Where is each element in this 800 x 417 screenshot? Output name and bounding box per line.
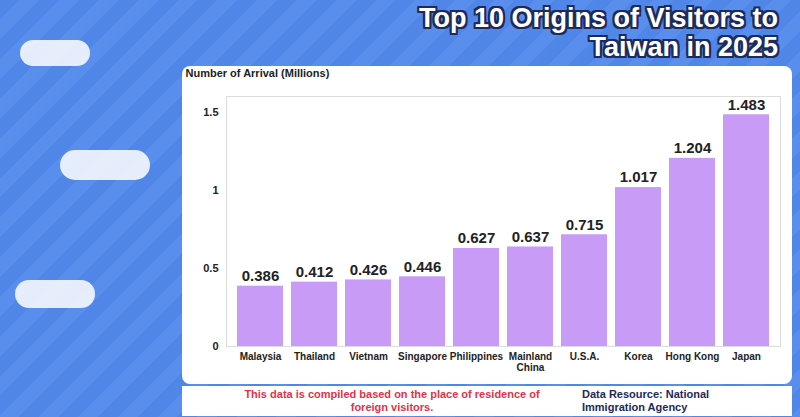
svg-text:Malaysia: Malaysia [240, 351, 282, 362]
svg-text:0.5: 0.5 [203, 262, 218, 274]
svg-text:1.017: 1.017 [620, 168, 658, 185]
svg-text:MainlandChina: MainlandChina [509, 351, 552, 373]
svg-text:0.446: 0.446 [404, 258, 442, 275]
svg-text:0.426: 0.426 [350, 261, 388, 278]
html-text:This data is compiled based on: This data is compiled based on the place… [244, 388, 540, 413]
svg-text:U.S.A.: U.S.A. [570, 351, 600, 362]
svg-text:0: 0 [212, 340, 218, 352]
svg-text:1.5: 1.5 [203, 106, 218, 118]
svg-text:1.483: 1.483 [728, 96, 766, 113]
svg-text:1.204: 1.204 [674, 139, 712, 156]
svg-text:Singapore: Singapore [398, 351, 447, 362]
svg-text:1: 1 [212, 184, 218, 196]
html-text:Data Resource: National Immigr: Data Resource: National Immigration Agen… [582, 388, 710, 413]
svg-text:Vietnam: Vietnam [349, 351, 388, 362]
svg-text:0.637: 0.637 [512, 228, 550, 245]
svg-text:Philippines: Philippines [450, 351, 504, 362]
svg-text:Korea: Korea [624, 351, 653, 362]
svg-text:Hong Kong: Hong Kong [666, 351, 720, 362]
svg-text:0.715: 0.715 [566, 216, 604, 233]
html-text:Top 10 Origins of Visitors to: Top 10 Origins of Visitors to Taiwan in … [419, 3, 778, 62]
svg-text:Thailand: Thailand [294, 351, 335, 362]
svg-text:0.412: 0.412 [296, 263, 334, 280]
svg-text:Japan: Japan [732, 351, 761, 362]
svg-text:0.386: 0.386 [242, 267, 280, 284]
svg-text:Number of Arrival (Millions): Number of Arrival (Millions) [186, 67, 330, 79]
svg-text:0.627: 0.627 [458, 229, 496, 246]
